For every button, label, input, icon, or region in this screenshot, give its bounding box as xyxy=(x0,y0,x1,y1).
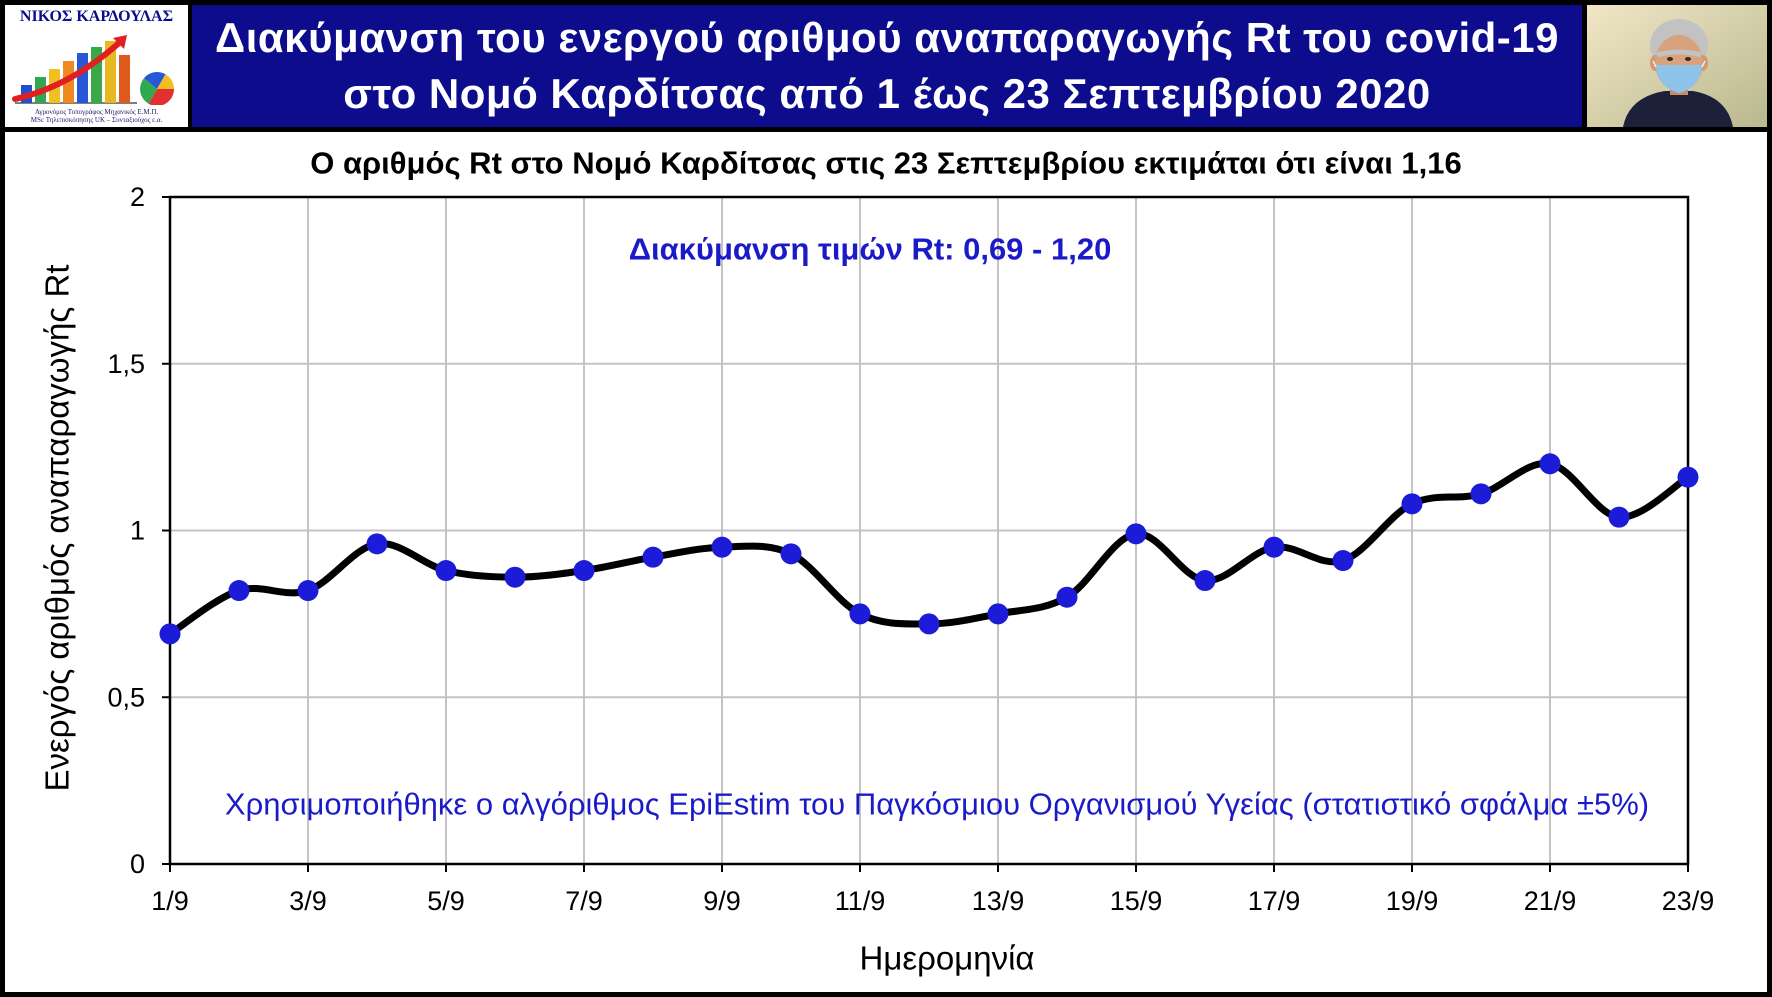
chart-panel: Ο αριθμός Rt στο Νομό Καρδίτσας στις 23 … xyxy=(5,132,1767,992)
x-tick-label: 3/9 xyxy=(289,886,327,916)
data-point xyxy=(1677,466,1699,488)
x-tick-label: 11/9 xyxy=(835,886,886,916)
page-title-line-2: στο Νομό Καρδίτσας από 1 έως 23 Σεπτεμβρ… xyxy=(343,70,1431,117)
y-tick-label: 1,5 xyxy=(107,349,145,379)
data-point xyxy=(504,566,526,588)
x-tick-label: 19/9 xyxy=(1386,886,1439,916)
gridlines xyxy=(170,197,1688,864)
header: ΝΙΚΟΣ ΚΑΡΔΟΥΛΑΣ Αγρονόμος Τοπογράφος Μηχ… xyxy=(5,5,1767,127)
y-tick-label: 2 xyxy=(130,182,145,212)
y-axis-title: Ενεργός αριθμός αναπαραγωγής Rt xyxy=(39,265,76,792)
data-point xyxy=(1608,506,1630,528)
x-tick-label: 21/9 xyxy=(1524,886,1577,916)
plot-frame xyxy=(168,195,1690,866)
data-point xyxy=(1194,570,1216,592)
data-point xyxy=(435,560,457,582)
data-point xyxy=(1401,493,1423,515)
author-photo xyxy=(1587,5,1767,127)
axes xyxy=(162,195,1690,872)
data-point xyxy=(1125,523,1147,545)
data-point xyxy=(849,603,871,625)
data-point xyxy=(573,560,595,582)
chart-title: Ο αριθμός Rt στο Νομό Καρδίτσας στις 23 … xyxy=(310,146,1462,181)
data-point xyxy=(987,603,1009,625)
x-tick-label: 13/9 xyxy=(972,886,1025,916)
data-point xyxy=(297,580,319,602)
logo-degree-line: MSc Τηλεπισκόπησης UK – Συνταξιούχος ε.α… xyxy=(30,116,163,124)
data-point xyxy=(642,546,664,568)
tick-labels: 00,511,521/9 3/9 5/9 7/9 9/9 11/9 13/9 15/9 17/9… xyxy=(107,182,1714,916)
x-tick-label: 1/9 xyxy=(151,886,189,916)
data-point xyxy=(711,536,733,558)
rt-range-annotation: Διακύμανση τιμών Rt: 0,69 - 1,20 xyxy=(629,232,1112,267)
rt-series-line xyxy=(166,460,1692,638)
x-tick-label: 9/9 xyxy=(703,886,741,916)
data-point xyxy=(780,543,802,565)
rt-line-chart: Ο αριθμός Rt στο Νομό Καρδίτσας στις 23 … xyxy=(39,146,1715,977)
data-point xyxy=(918,613,940,635)
data-point xyxy=(1263,536,1285,558)
x-tick-label: 5/9 xyxy=(427,886,465,916)
y-tick-label: 1 xyxy=(130,516,145,546)
logo-pie xyxy=(140,72,174,105)
data-point xyxy=(159,623,181,645)
author-logo: ΝΙΚΟΣ ΚΑΡΔΟΥΛΑΣ Αγρονόμος Τοπογράφος Μηχ… xyxy=(5,5,188,127)
x-tick-label: 17/9 xyxy=(1248,886,1301,916)
page-title-line-1: Διακύμανση του ενεργού αριθμού αναπαραγω… xyxy=(215,14,1559,61)
x-tick-label: 15/9 xyxy=(1110,886,1163,916)
logo-chart-graphic xyxy=(12,35,174,105)
face-mask xyxy=(1656,65,1702,93)
x-axis-title: Ημερομηνία xyxy=(860,940,1035,977)
method-annotation: Χρησιμοποιήθηκε ο αλγόριθμος EpiEstim το… xyxy=(225,787,1649,822)
logo-profession-line: Αγρονόμος Τοπογράφος Μηχανικός Ε.Μ.Π. xyxy=(34,108,159,116)
data-point xyxy=(1056,586,1078,608)
y-tick-label: 0,5 xyxy=(107,682,145,712)
data-point xyxy=(1470,483,1492,505)
x-tick-label: 23/9 xyxy=(1662,886,1715,916)
y-tick-label: 0 xyxy=(130,849,145,879)
logo-name: ΝΙΚΟΣ ΚΑΡΔΟΥΛΑΣ xyxy=(19,8,174,25)
title-band: Διακύμανση του ενεργού αριθμού αναπαραγω… xyxy=(192,5,1582,127)
data-point xyxy=(1539,453,1561,475)
shirt xyxy=(1623,91,1733,127)
rt-series xyxy=(159,453,1699,645)
data-point xyxy=(228,580,250,602)
data-point xyxy=(1332,550,1354,572)
data-point xyxy=(366,533,388,555)
x-tick-label: 7/9 xyxy=(565,886,603,916)
